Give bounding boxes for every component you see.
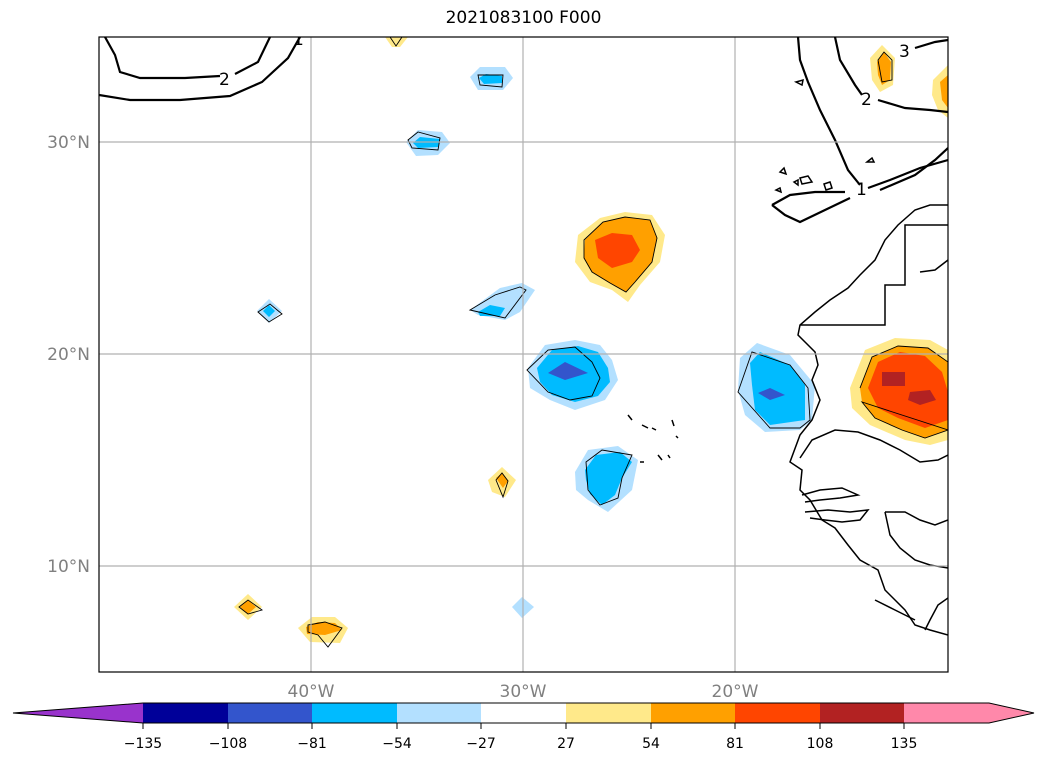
gridlines xyxy=(99,37,948,672)
colorbar-segment xyxy=(651,703,735,723)
colorbar-extend-low xyxy=(13,703,143,723)
contour-label: 3 xyxy=(899,42,910,62)
lat-label-30n: 30°N xyxy=(47,133,90,153)
colorbar-tick-label: −108 xyxy=(209,736,247,752)
colorbar-segment xyxy=(566,703,651,723)
warm-anomaly-blobs xyxy=(234,37,948,643)
contour-label: 1 xyxy=(856,180,867,200)
map-frame xyxy=(98,36,949,673)
contour-label: 2 xyxy=(861,90,872,110)
lon-label-30w: 30°W xyxy=(500,682,547,702)
contour-label: 1 xyxy=(293,30,304,50)
colorbar-tick-label: −135 xyxy=(124,736,162,752)
colorbar-tick-label: 81 xyxy=(726,736,744,752)
colorbar-extend-high xyxy=(904,703,1034,723)
colorbar-tick-label: 27 xyxy=(557,736,575,752)
map-title: 2021083100 F000 xyxy=(445,8,602,28)
thick-contours xyxy=(99,37,948,224)
lon-label-20w: 20°W xyxy=(712,682,759,702)
colorbar-tick-label: 135 xyxy=(891,736,918,752)
colorbar-tick-label: 108 xyxy=(807,736,834,752)
colorbar-tick-label: 54 xyxy=(642,736,660,752)
colorbar-segment xyxy=(481,703,566,723)
colorbar-tick-label: −54 xyxy=(382,736,412,752)
coastlines xyxy=(627,78,948,636)
colorbar-segment xyxy=(820,703,904,723)
colorbar-segment xyxy=(397,703,481,723)
map-plot-area: 1 2 2 3 1 xyxy=(99,30,948,672)
colorbar-tick-label: −27 xyxy=(466,736,496,752)
colorbar-segment xyxy=(143,703,228,723)
colorbar-segment xyxy=(735,703,820,723)
lon-label-40w: 40°W xyxy=(288,682,335,702)
colorbar: −135 −108 −81 −54 −27 27 54 81 108 135 xyxy=(12,702,1035,752)
colorbar-segment xyxy=(228,703,312,723)
colorbar-tick-label: −81 xyxy=(297,736,327,752)
lat-label-10n: 10°N xyxy=(47,557,90,577)
lat-label-20n: 20°N xyxy=(47,345,90,365)
contour-label: 2 xyxy=(219,70,230,90)
colorbar-segment xyxy=(312,703,397,723)
